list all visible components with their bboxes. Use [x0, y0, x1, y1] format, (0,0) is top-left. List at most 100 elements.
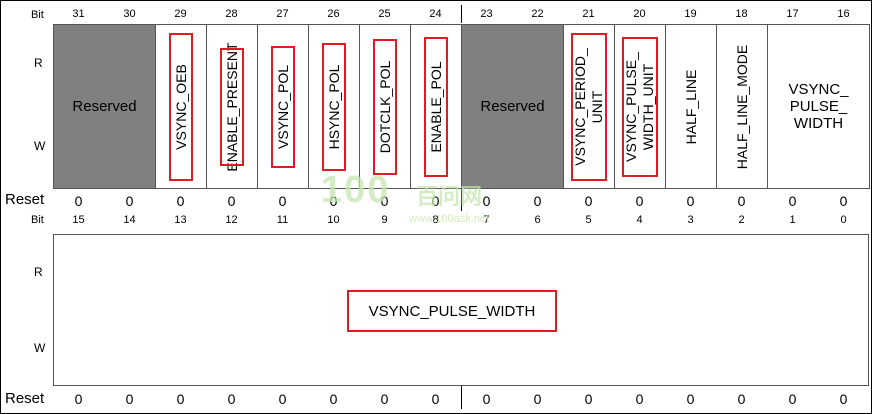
- vsync-oeb-highlight-box: [169, 32, 193, 181]
- hsync-pol-highlight-box: [322, 42, 346, 171]
- vsync-oeb-field-1: VSYNC_OEB: [155, 24, 207, 189]
- reset-value-4: 0: [278, 391, 287, 407]
- reset-value-8: 0: [482, 391, 491, 407]
- reset-value-4: 0: [278, 193, 287, 209]
- reset-value-14: 0: [788, 391, 797, 407]
- bit-number-7: 8: [432, 214, 439, 226]
- reset-value-2: 0: [176, 391, 185, 407]
- vsync-pulse-width-label: VSYNC_ PULSE_ WIDTH: [788, 81, 849, 132]
- reserved-field-7: Reserved: [461, 24, 564, 189]
- vsync-pulse-width-field: VSYNC_PULSE_WIDTH: [53, 234, 869, 386]
- bit-number-3: 12: [225, 214, 238, 226]
- vsync-pulse-width-unit-field-9: VSYNC_PULSE_ WIDTH_UNIT: [614, 24, 666, 189]
- reset-value-6: 0: [380, 391, 389, 407]
- bit-label-lower: Bit: [31, 214, 44, 226]
- bit-number-11: 20: [633, 8, 646, 20]
- reset-value-15: 0: [839, 391, 848, 407]
- bit-number-9: 6: [534, 214, 541, 226]
- vsync-pol-highlight-box: [271, 45, 295, 168]
- bit-number-0: 15: [72, 214, 85, 226]
- bit-number-4: 27: [276, 8, 289, 20]
- vsync-pulse-width-field-12: VSYNC_ PULSE_ WIDTH: [767, 24, 870, 189]
- reset-value-3: 0: [227, 391, 236, 407]
- reset-value-0: 0: [74, 193, 83, 209]
- half-line-mode-label: HALF_LINE_MODE: [734, 44, 750, 169]
- byte-divider-lower-reset: [461, 385, 462, 409]
- bit-number-8: 23: [480, 8, 493, 20]
- bit-number-2: 29: [174, 8, 187, 20]
- bit-number-13: 18: [735, 8, 748, 20]
- dotclk-pol-highlight-box: [373, 38, 397, 175]
- reset-value-1: 0: [125, 391, 134, 407]
- bit-number-1: 30: [123, 8, 136, 20]
- bit-number-3: 28: [225, 8, 238, 20]
- reset-value-6: 0: [380, 193, 389, 209]
- reset-value-1: 0: [125, 193, 134, 209]
- reset-value-14: 0: [788, 193, 797, 209]
- bit-number-5: 26: [327, 8, 340, 20]
- reset-value-9: 0: [533, 391, 542, 407]
- reserved-label: Reserved: [72, 98, 137, 115]
- half-line-mode-field-11: HALF_LINE_MODE: [716, 24, 768, 189]
- read-label-upper: R: [34, 56, 43, 70]
- vsync-pulse-width-label: VSYNC_PULSE_WIDTH: [347, 290, 557, 332]
- watermark-logo: 100: [321, 169, 391, 211]
- bit-number-2: 13: [174, 214, 187, 226]
- reserved-label: Reserved: [480, 98, 545, 115]
- reset-value-7: 0: [431, 391, 440, 407]
- bit-label-upper: Bit: [31, 9, 44, 21]
- bit-number-7: 24: [429, 8, 442, 20]
- bit-number-1: 14: [123, 214, 136, 226]
- reset-value-5: 0: [329, 193, 338, 209]
- reset-value-15: 0: [839, 193, 848, 209]
- bit-number-13: 2: [738, 214, 745, 226]
- enable-pol-field-6: ENABLE_POL: [410, 24, 462, 189]
- enable-present-highlight-box: [220, 47, 244, 166]
- reset-value-10: 0: [584, 391, 593, 407]
- read-label-lower: R: [34, 265, 43, 279]
- reset-value-8: 0: [482, 193, 491, 209]
- reset-value-13: 0: [737, 193, 746, 209]
- dotclk-pol-field-5: DOTCLK_POL: [359, 24, 411, 189]
- reset-value-5: 0: [329, 391, 338, 407]
- write-label-lower: W: [34, 341, 46, 355]
- bit-number-10: 5: [585, 214, 592, 226]
- bit-number-8: 7: [483, 214, 490, 226]
- bit-number-10: 21: [582, 8, 595, 20]
- bit-number-14: 1: [789, 214, 796, 226]
- bit-number-12: 19: [684, 8, 697, 20]
- bit-number-4: 11: [276, 214, 289, 226]
- reset-value-13: 0: [737, 391, 746, 407]
- enable-present-field-2: ENABLE_PRESENT: [206, 24, 258, 189]
- reset-value-10: 0: [584, 193, 593, 209]
- reset-value-3: 0: [227, 193, 236, 209]
- bit-number-15: 0: [840, 214, 847, 226]
- bit-number-5: 10: [327, 214, 340, 226]
- bit-number-15: 16: [837, 8, 850, 20]
- write-label-upper: W: [34, 139, 46, 153]
- byte-divider-upper-reset: [461, 189, 462, 211]
- bit-number-6: 25: [378, 8, 391, 20]
- reset-value-12: 0: [686, 391, 695, 407]
- reset-value-7: 0: [431, 193, 440, 209]
- half-line-label: HALF_LINE: [683, 69, 699, 144]
- vsync-period-unit-field-8: VSYNC_PERIOD_ UNIT: [563, 24, 615, 189]
- half-line-field-10: HALF_LINE: [665, 24, 717, 189]
- hsync-pol-field-4: HSYNC_POL: [308, 24, 360, 189]
- bit-number-6: 9: [381, 214, 388, 226]
- reserved-field-0: Reserved: [53, 24, 156, 189]
- reset-value-12: 0: [686, 193, 695, 209]
- bit-number-14: 17: [786, 8, 799, 20]
- enable-pol-highlight-box: [424, 36, 448, 177]
- reset-value-2: 0: [176, 193, 185, 209]
- bit-number-12: 3: [687, 214, 694, 226]
- reset-label-upper: Reset: [5, 191, 45, 208]
- reset-label-lower: Reset: [5, 390, 45, 407]
- watermark-text: 百问网: [416, 184, 483, 209]
- vsync-pulse-width-unit-highlight-box: [622, 36, 658, 177]
- reset-value-11: 0: [635, 391, 644, 407]
- watermark-url: www.100ask.net: [409, 213, 490, 225]
- reset-value-9: 0: [533, 193, 542, 209]
- vsync-pol-field-3: VSYNC_POL: [257, 24, 309, 189]
